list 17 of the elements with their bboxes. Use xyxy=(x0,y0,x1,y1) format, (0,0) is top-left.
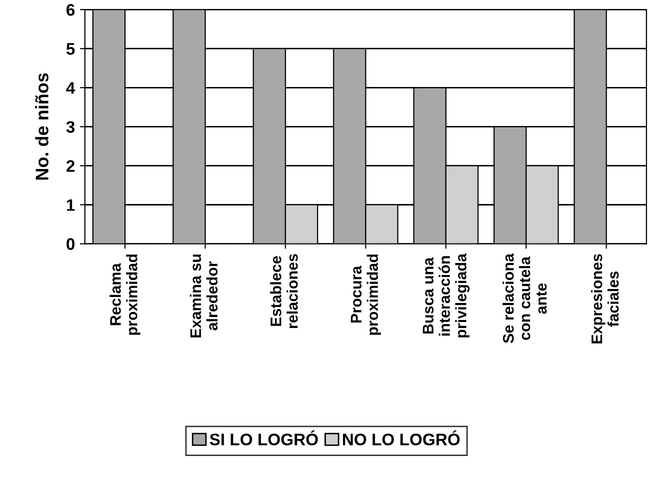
x-tick-label: Reclama proximidad xyxy=(110,254,140,335)
y-tick-label: 3 xyxy=(66,121,75,133)
y-tick-label: 1 xyxy=(66,199,75,211)
legend-label: SI LO LOGRÓ xyxy=(210,430,318,446)
y-tick-label: 6 xyxy=(66,4,75,16)
x-tick-label: Expresiones faciales xyxy=(591,254,619,344)
y-tick-label: 4 xyxy=(66,82,76,94)
x-tick-label: Procura proximidad xyxy=(350,254,382,335)
x-tick-label: Establece relaciones xyxy=(270,254,298,328)
x-tick-label: Busca una interacción privilegiada xyxy=(422,253,470,338)
x-tick-label: Examina su alrededor xyxy=(190,254,218,338)
y-tick-label: 0 xyxy=(66,238,74,250)
y-tick-label: 5 xyxy=(66,43,75,55)
legend-label: NO LO LOGRÓ xyxy=(342,430,460,446)
x-tick-label: Se relaciona con cautela ante xyxy=(502,253,547,344)
y-tick-label: 2 xyxy=(66,160,74,172)
y-axis-title: No. de niños xyxy=(35,73,48,180)
